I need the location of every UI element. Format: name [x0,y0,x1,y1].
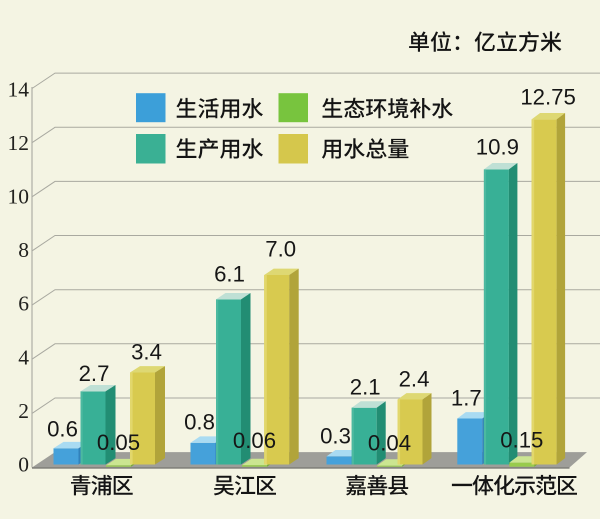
svg-text:2: 2 [18,399,29,423]
svg-text:14: 14 [8,77,30,101]
svg-text:0.06: 0.06 [233,428,276,453]
svg-text:0.15: 0.15 [500,427,543,452]
svg-text:0.3: 0.3 [320,423,351,448]
svg-text:0.6: 0.6 [47,417,78,442]
svg-text:0: 0 [18,453,29,477]
svg-text:2.4: 2.4 [399,367,430,392]
svg-text:0.04: 0.04 [368,430,411,455]
svg-text:8: 8 [18,238,29,262]
svg-text:6: 6 [18,292,29,316]
svg-text:12.75: 12.75 [520,84,576,109]
svg-text:4: 4 [18,345,29,369]
svg-text:7.0: 7.0 [265,237,296,262]
svg-text:12: 12 [8,131,30,155]
svg-text:0.05: 0.05 [97,430,140,455]
svg-text:2.1: 2.1 [350,375,381,400]
svg-text:2.7: 2.7 [79,361,110,386]
svg-text:1.7: 1.7 [451,386,482,411]
svg-text:10.9: 10.9 [476,134,519,159]
svg-text:3.4: 3.4 [131,340,162,365]
svg-text:6.1: 6.1 [214,261,245,286]
svg-text:10: 10 [8,185,30,209]
svg-text:0.8: 0.8 [184,409,215,434]
